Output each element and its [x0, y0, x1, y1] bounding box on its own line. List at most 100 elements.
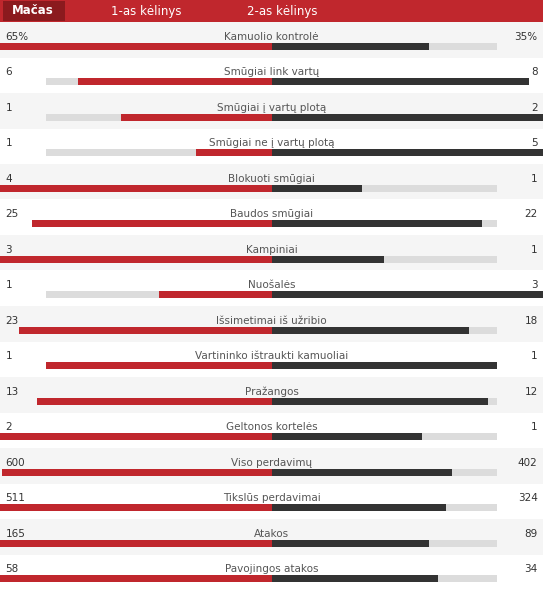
FancyBboxPatch shape	[0, 377, 543, 412]
FancyBboxPatch shape	[0, 555, 543, 590]
FancyBboxPatch shape	[272, 42, 429, 50]
FancyBboxPatch shape	[272, 504, 446, 511]
Text: Nuošalės: Nuošalės	[248, 280, 295, 290]
Text: 2: 2	[531, 103, 538, 113]
Text: Baudos smūgiai: Baudos smūgiai	[230, 209, 313, 219]
Text: 1: 1	[531, 245, 538, 255]
Text: 25: 25	[5, 209, 18, 219]
FancyBboxPatch shape	[0, 519, 543, 555]
FancyBboxPatch shape	[272, 433, 422, 440]
FancyBboxPatch shape	[272, 327, 469, 333]
FancyBboxPatch shape	[46, 149, 497, 156]
FancyBboxPatch shape	[272, 255, 384, 263]
Text: 402: 402	[518, 458, 538, 468]
FancyBboxPatch shape	[0, 412, 543, 448]
Text: Vartininko ištraukti kamuoliai: Vartininko ištraukti kamuoliai	[195, 352, 348, 362]
FancyBboxPatch shape	[0, 540, 272, 547]
FancyBboxPatch shape	[46, 362, 272, 369]
Text: 3: 3	[531, 280, 538, 290]
FancyBboxPatch shape	[46, 42, 497, 50]
FancyBboxPatch shape	[46, 220, 497, 227]
FancyBboxPatch shape	[46, 540, 497, 547]
Text: 23: 23	[5, 316, 18, 326]
FancyBboxPatch shape	[0, 57, 543, 93]
Text: 4: 4	[5, 174, 12, 184]
Text: 58: 58	[5, 565, 18, 575]
FancyBboxPatch shape	[0, 575, 272, 582]
FancyBboxPatch shape	[272, 362, 497, 369]
Text: 2-as kėlinys: 2-as kėlinys	[247, 5, 318, 18]
FancyBboxPatch shape	[0, 342, 543, 377]
FancyBboxPatch shape	[272, 149, 543, 156]
FancyBboxPatch shape	[272, 78, 529, 85]
FancyBboxPatch shape	[46, 575, 497, 582]
Text: Mačas: Mačas	[12, 5, 53, 18]
Text: 324: 324	[517, 493, 538, 503]
FancyBboxPatch shape	[46, 185, 497, 192]
FancyBboxPatch shape	[272, 220, 483, 227]
FancyBboxPatch shape	[18, 327, 272, 333]
Text: 18: 18	[525, 316, 538, 326]
FancyBboxPatch shape	[272, 575, 438, 582]
FancyBboxPatch shape	[0, 504, 272, 511]
Text: 8: 8	[531, 67, 538, 77]
Text: 1: 1	[5, 139, 12, 149]
FancyBboxPatch shape	[159, 291, 272, 298]
Text: Geltonos kortelės: Geltonos kortelės	[226, 422, 317, 432]
Text: 35%: 35%	[514, 32, 538, 42]
Text: 1: 1	[531, 352, 538, 362]
Text: Pavojingos atakos: Pavojingos atakos	[225, 565, 318, 575]
FancyBboxPatch shape	[0, 270, 543, 306]
FancyBboxPatch shape	[272, 291, 543, 298]
FancyBboxPatch shape	[0, 199, 543, 235]
Text: 1: 1	[5, 352, 12, 362]
FancyBboxPatch shape	[0, 483, 543, 519]
FancyBboxPatch shape	[3, 1, 65, 21]
Text: 5: 5	[531, 139, 538, 149]
FancyBboxPatch shape	[46, 504, 497, 511]
FancyBboxPatch shape	[46, 327, 497, 333]
Text: 1: 1	[531, 174, 538, 184]
FancyBboxPatch shape	[46, 468, 497, 476]
Text: 511: 511	[5, 493, 26, 503]
FancyBboxPatch shape	[32, 220, 272, 227]
FancyBboxPatch shape	[272, 540, 430, 547]
Text: Smūgiai ne į vartų plotą: Smūgiai ne į vartų plotą	[209, 139, 334, 149]
Text: Kampiniai: Kampiniai	[245, 245, 298, 255]
FancyBboxPatch shape	[0, 93, 543, 129]
Text: 2: 2	[5, 422, 12, 432]
FancyBboxPatch shape	[0, 235, 543, 270]
Text: 34: 34	[525, 565, 538, 575]
Text: 1-as kėlinys: 1-as kėlinys	[111, 5, 182, 18]
FancyBboxPatch shape	[46, 114, 497, 120]
FancyBboxPatch shape	[46, 78, 497, 85]
FancyBboxPatch shape	[197, 149, 272, 156]
Text: Viso perdavimų: Viso perdavimų	[231, 458, 312, 468]
FancyBboxPatch shape	[0, 164, 543, 199]
FancyBboxPatch shape	[0, 0, 543, 22]
Text: 22: 22	[525, 209, 538, 219]
Text: Smūgiai į vartų plotą: Smūgiai į vartų plotą	[217, 103, 326, 113]
FancyBboxPatch shape	[2, 468, 272, 476]
FancyBboxPatch shape	[0, 306, 543, 342]
Text: Kamuolio kontrolė: Kamuolio kontrolė	[224, 32, 319, 42]
Text: 600: 600	[5, 458, 25, 468]
FancyBboxPatch shape	[0, 129, 543, 164]
Text: 65%: 65%	[5, 32, 29, 42]
FancyBboxPatch shape	[46, 291, 497, 298]
Text: 3: 3	[5, 245, 12, 255]
Text: 165: 165	[5, 529, 26, 539]
FancyBboxPatch shape	[0, 22, 543, 57]
FancyBboxPatch shape	[46, 255, 497, 263]
FancyBboxPatch shape	[46, 398, 497, 405]
Text: Tikslūs perdavimai: Tikslūs perdavimai	[223, 493, 320, 503]
FancyBboxPatch shape	[121, 114, 272, 120]
FancyBboxPatch shape	[0, 448, 543, 483]
FancyBboxPatch shape	[0, 433, 272, 440]
FancyBboxPatch shape	[46, 433, 497, 440]
Text: 1: 1	[531, 422, 538, 432]
FancyBboxPatch shape	[0, 255, 272, 263]
FancyBboxPatch shape	[272, 398, 488, 405]
FancyBboxPatch shape	[272, 185, 362, 192]
Text: Blokuoti smūgiai: Blokuoti smūgiai	[228, 174, 315, 184]
